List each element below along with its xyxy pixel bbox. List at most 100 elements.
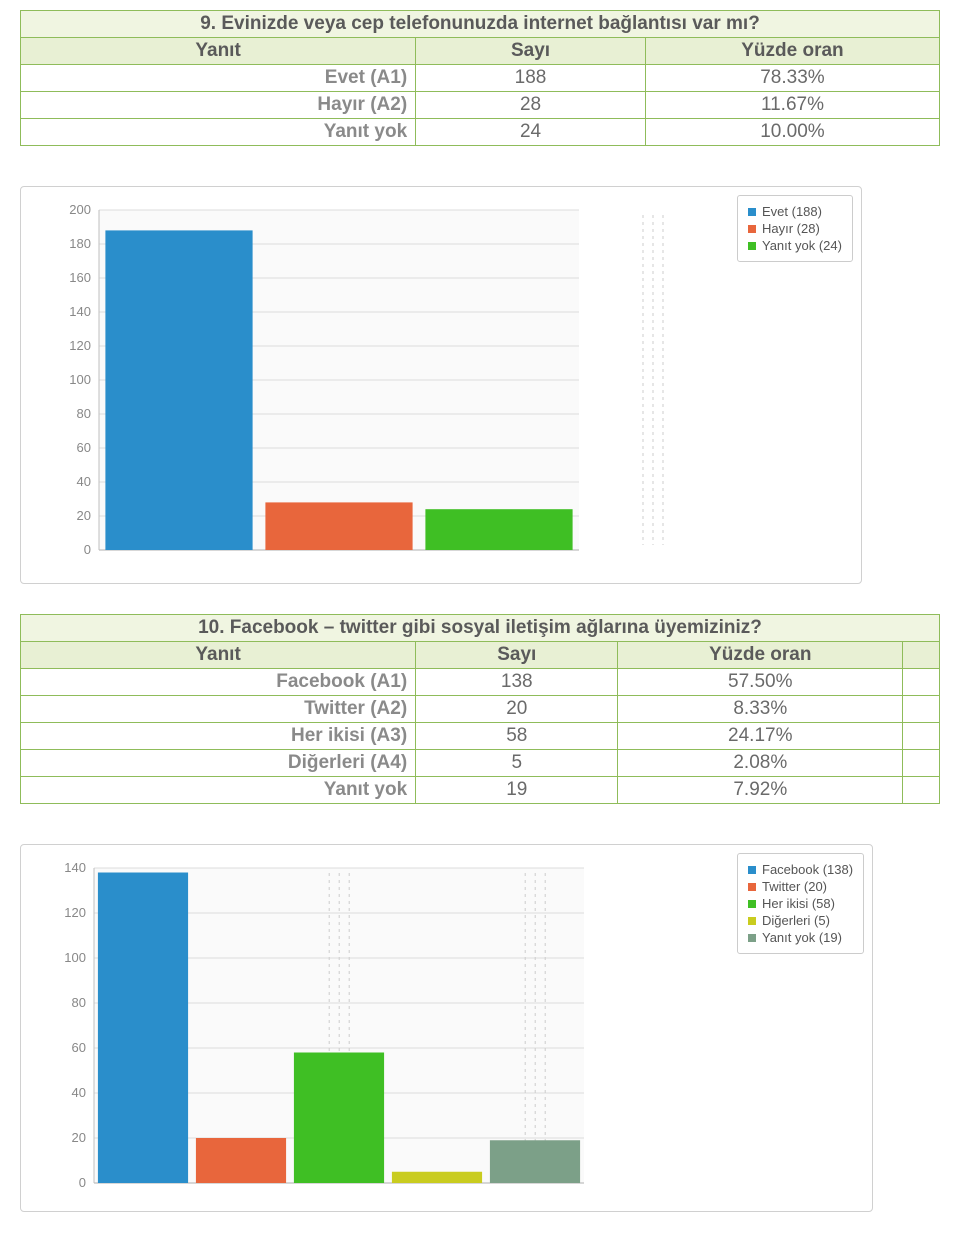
bar-diğerleri	[392, 1172, 482, 1183]
svg-text:0: 0	[84, 542, 91, 557]
legend-swatch-icon	[748, 225, 756, 233]
legend-swatch-icon	[748, 883, 756, 891]
answer-label: Hayır (A2)	[21, 92, 416, 119]
col-percent: Yüzde oran	[645, 38, 939, 65]
table-row: Hayır (A2)2811.67%	[21, 92, 940, 119]
legend-item: Her ikisi (58)	[748, 896, 853, 911]
svg-text:100: 100	[64, 950, 86, 965]
percent-value: 8.33%	[618, 696, 903, 723]
empty-cell	[903, 750, 940, 777]
svg-text:60: 60	[72, 1040, 86, 1055]
legend-item: Facebook (138)	[748, 862, 853, 877]
table-row: Facebook (A1)13857.50%	[21, 669, 940, 696]
empty-cell	[903, 777, 940, 804]
bar-yanıt-yok	[425, 509, 572, 550]
svg-text:40: 40	[72, 1085, 86, 1100]
count-value: 24	[416, 119, 646, 146]
percent-value: 2.08%	[618, 750, 903, 777]
answer-label: Yanıt yok	[21, 119, 416, 146]
legend-label: Evet (188)	[762, 204, 822, 219]
answer-label: Facebook (A1)	[21, 669, 416, 696]
question10-table: 10. Facebook – twitter gibi sosyal ileti…	[20, 614, 940, 804]
legend-swatch-icon	[748, 866, 756, 874]
legend-swatch-icon	[748, 934, 756, 942]
col-empty	[903, 642, 940, 669]
table-row: Her ikisi (A3)5824.17%	[21, 723, 940, 750]
chart10-legend: Facebook (138) Twitter (20) Her ikisi (58)…	[737, 853, 864, 954]
count-value: 5	[416, 750, 618, 777]
col-percent: Yüzde oran	[618, 642, 903, 669]
legend-label: Her ikisi (58)	[762, 896, 835, 911]
empty-cell	[903, 696, 940, 723]
legend-item: Twitter (20)	[748, 879, 853, 894]
svg-text:20: 20	[77, 508, 91, 523]
svg-text:0: 0	[79, 1175, 86, 1190]
question10-header-row: Yanıt Sayı Yüzde oran	[21, 642, 940, 669]
svg-text:20: 20	[72, 1130, 86, 1145]
empty-cell	[903, 669, 940, 696]
empty-cell	[903, 723, 940, 750]
chart10-svg: 0 20 40 60 80 100 120 140	[29, 853, 729, 1203]
bar-her-ikisi	[294, 1053, 384, 1184]
legend-label: Yanıt yok (19)	[762, 930, 842, 945]
svg-text:120: 120	[64, 905, 86, 920]
table-row: Twitter (A2)208.33%	[21, 696, 940, 723]
legend-label: Twitter (20)	[762, 879, 827, 894]
table-row: Evet (A1)18878.33%	[21, 65, 940, 92]
table-row: Yanıt yok197.92%	[21, 777, 940, 804]
question9-table: 9. Evinizde veya cep telefonunuzda inter…	[20, 10, 940, 146]
col-answer: Yanıt	[21, 38, 416, 65]
legend-item: Evet (188)	[748, 204, 842, 219]
legend-item: Yanıt yok (19)	[748, 930, 853, 945]
legend-label: Diğerleri (5)	[762, 913, 830, 928]
percent-value: 57.50%	[618, 669, 903, 696]
question10-title: 10. Facebook – twitter gibi sosyal ileti…	[21, 615, 940, 642]
table-row: Yanıt yok2410.00%	[21, 119, 940, 146]
svg-text:140: 140	[69, 304, 91, 319]
count-value: 28	[416, 92, 646, 119]
legend-swatch-icon	[748, 242, 756, 250]
legend-label: Yanıt yok (24)	[762, 238, 842, 253]
count-value: 188	[416, 65, 646, 92]
answer-label: Yanıt yok	[21, 777, 416, 804]
bar-twitter	[196, 1138, 286, 1183]
percent-value: 24.17%	[618, 723, 903, 750]
bar-yanıt-yok	[490, 1140, 580, 1183]
col-answer: Yanıt	[21, 642, 416, 669]
svg-text:160: 160	[69, 270, 91, 285]
legend-swatch-icon	[748, 900, 756, 908]
question10-title-row: 10. Facebook – twitter gibi sosyal ileti…	[21, 615, 940, 642]
svg-text:200: 200	[69, 202, 91, 217]
col-count: Sayı	[416, 642, 618, 669]
chart9-legend: Evet (188) Hayır (28) Yanıt yok (24)	[737, 195, 853, 262]
chart10-container: 0 20 40 60 80 100 120 140 Facebook (138) Twitter…	[20, 844, 873, 1212]
svg-text:80: 80	[77, 406, 91, 421]
svg-text:180: 180	[69, 236, 91, 251]
legend-swatch-icon	[748, 917, 756, 925]
answer-label: Twitter (A2)	[21, 696, 416, 723]
legend-label: Facebook (138)	[762, 862, 853, 877]
svg-text:60: 60	[77, 440, 91, 455]
legend-item: Yanıt yok (24)	[748, 238, 842, 253]
bar-evet	[105, 230, 252, 550]
svg-text:100: 100	[69, 372, 91, 387]
count-value: 20	[416, 696, 618, 723]
bar-hayır	[265, 502, 412, 550]
legend-label: Hayır (28)	[762, 221, 820, 236]
svg-text:120: 120	[69, 338, 91, 353]
svg-text:80: 80	[72, 995, 86, 1010]
chart9-svg: 0 20 40 60 80 100 120 140 160 180 200	[29, 195, 729, 575]
legend-item: Diğerleri (5)	[748, 913, 853, 928]
svg-text:40: 40	[77, 474, 91, 489]
percent-value: 78.33%	[645, 65, 939, 92]
svg-text:140: 140	[64, 860, 86, 875]
question9-header-row: Yanıt Sayı Yüzde oran	[21, 38, 940, 65]
chart9-container: 0 20 40 60 80 100 120 140 160 180 200 Evet (188) Ha…	[20, 186, 862, 584]
question9-title-row: 9. Evinizde veya cep telefonunuzda inter…	[21, 11, 940, 38]
bar-facebook	[98, 873, 188, 1184]
count-value: 58	[416, 723, 618, 750]
answer-label: Her ikisi (A3)	[21, 723, 416, 750]
count-value: 138	[416, 669, 618, 696]
col-count: Sayı	[416, 38, 646, 65]
percent-value: 11.67%	[645, 92, 939, 119]
